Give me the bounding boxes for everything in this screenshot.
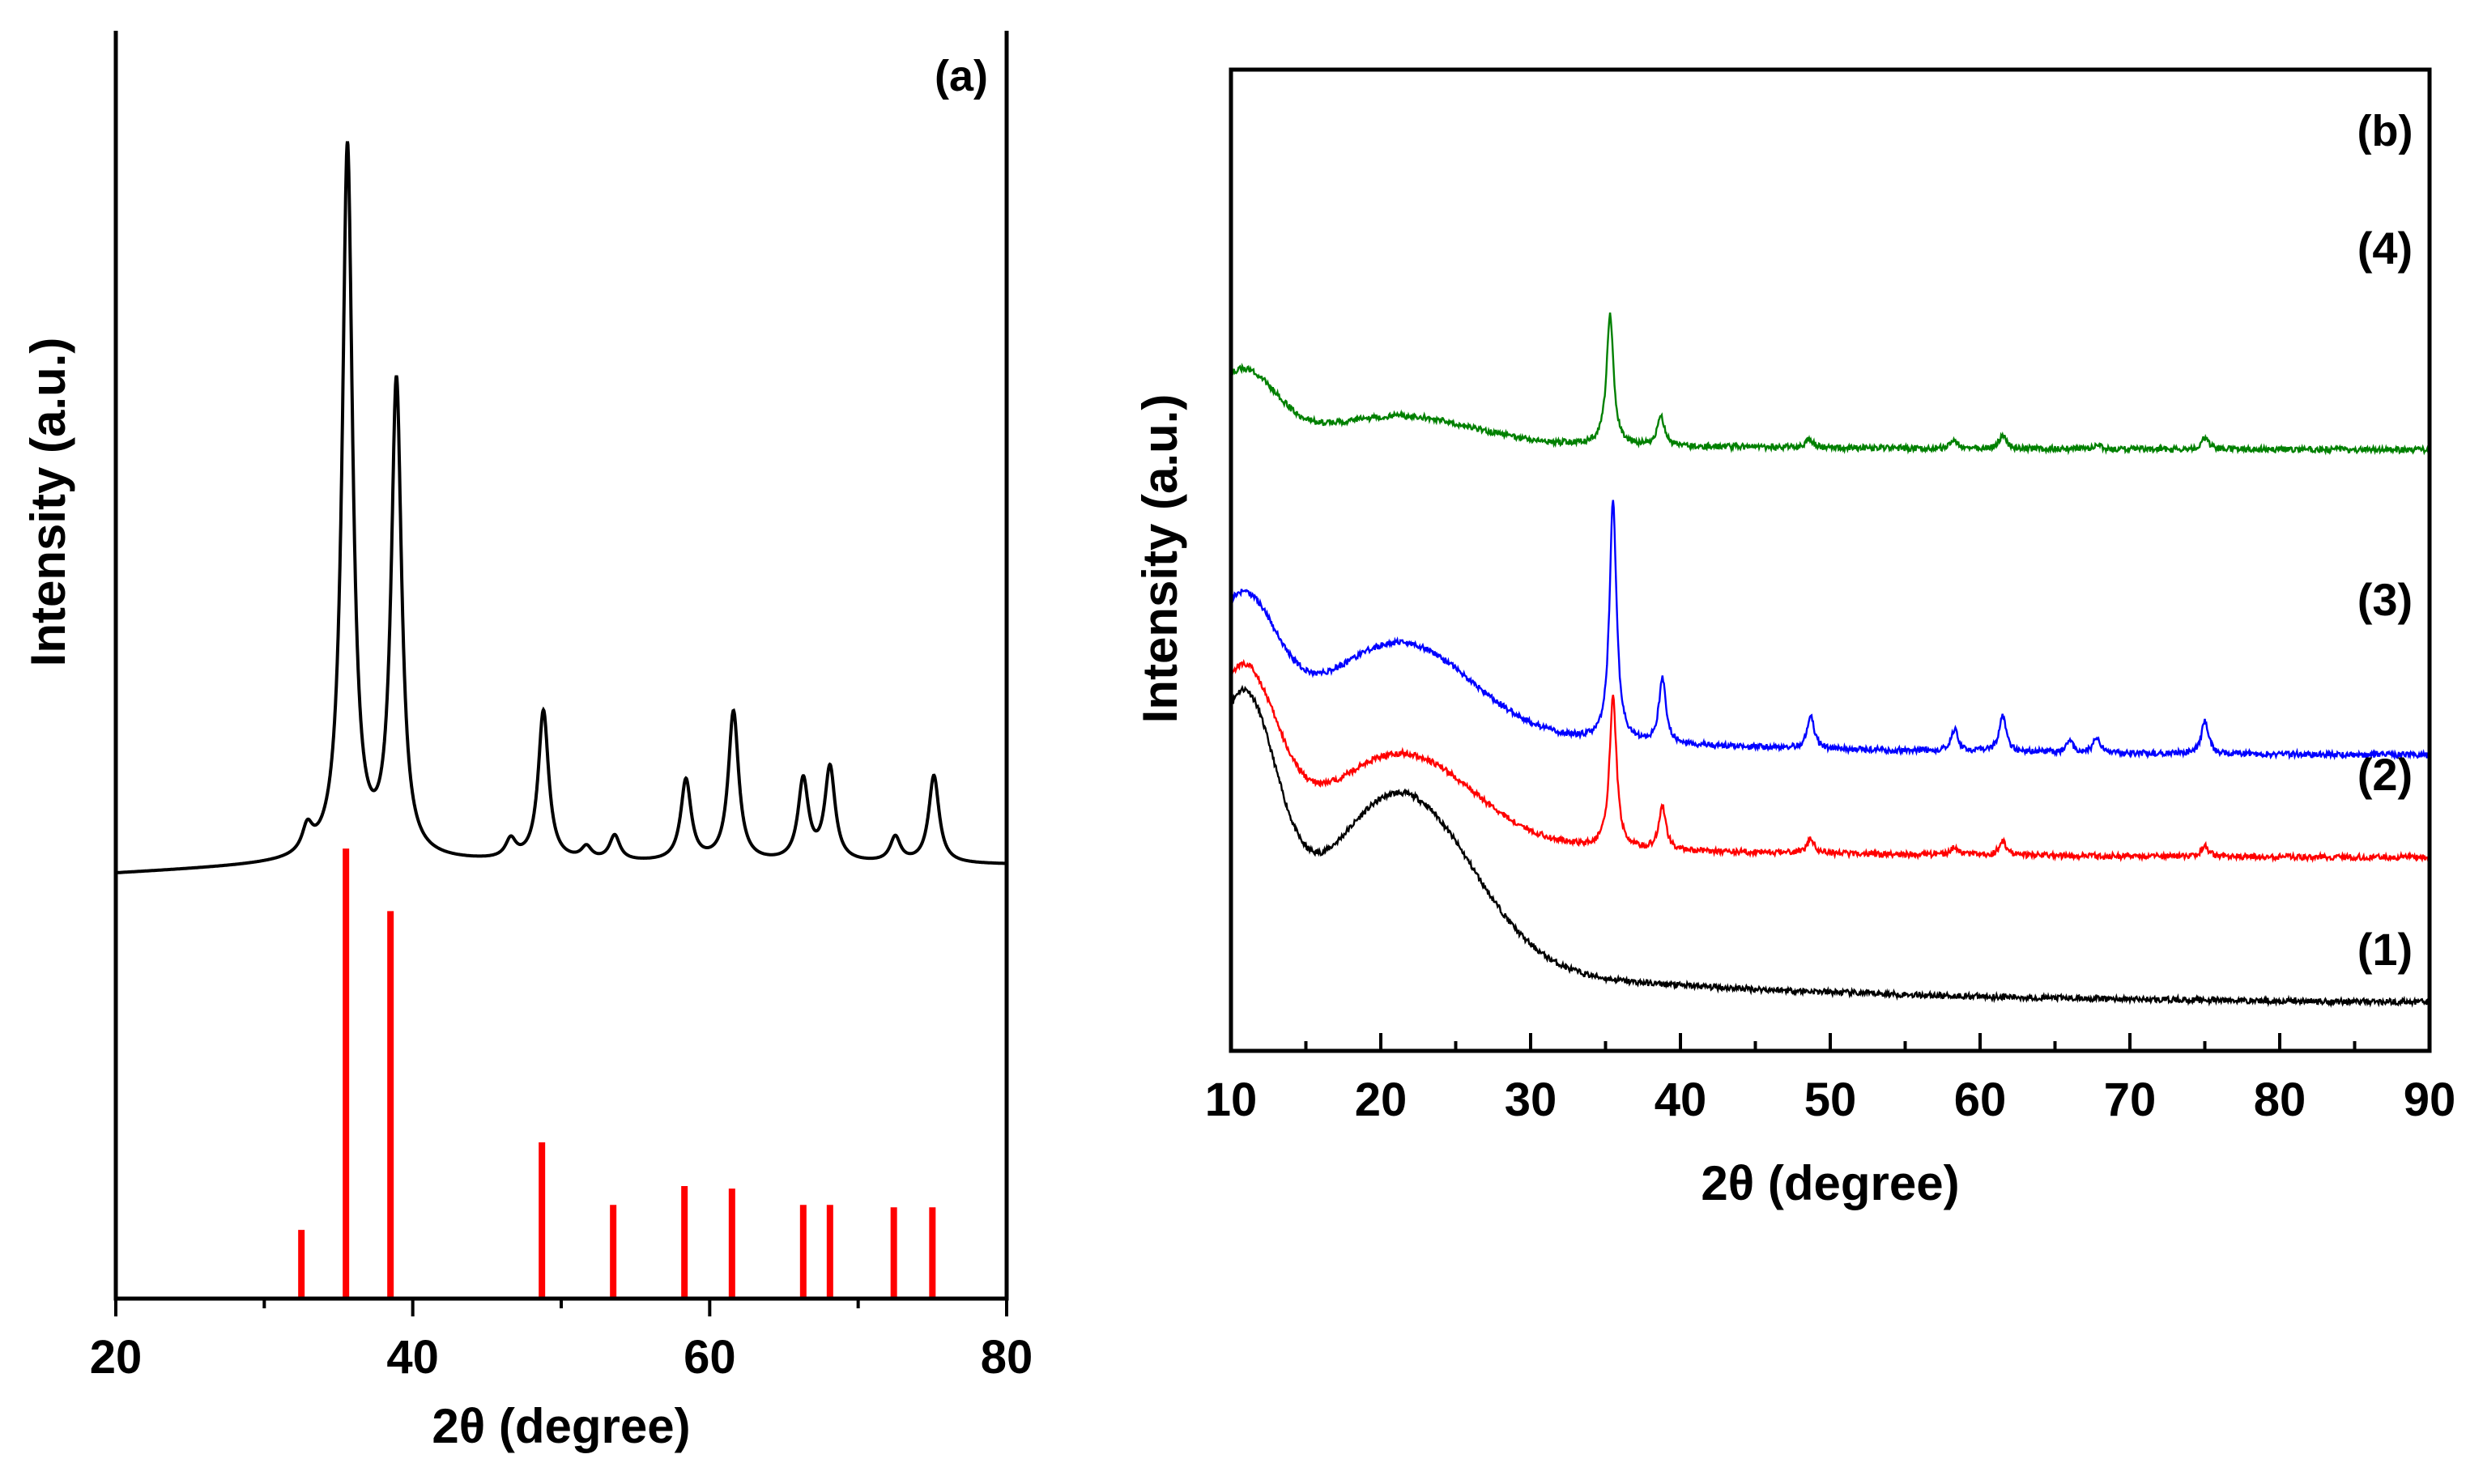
panel-b-x-ticks: 10 20 30 40 50 60 70 80 90	[1205, 1033, 2456, 1126]
panel-a-label: (a)	[935, 52, 988, 100]
series-label-3: (3)	[2357, 574, 2413, 625]
x-tick-label: 50	[1804, 1074, 1857, 1126]
x-tick-label: 40	[386, 1331, 439, 1384]
panel-a-y-axis-title: Intensity (a.u.)	[21, 338, 75, 667]
x-tick-label: 60	[684, 1331, 736, 1384]
x-tick-label: 30	[1505, 1074, 1557, 1126]
series-measured-line	[115, 141, 1007, 874]
panel-b-y-axis-title: Intensity (a.u.)	[1133, 394, 1187, 724]
x-tick-label: 60	[1954, 1074, 2007, 1126]
panel-a-x-ticks: 20 40 60 80	[90, 1299, 1033, 1384]
x-tick-label: 40	[1655, 1074, 1707, 1126]
panel-b-label: (b)	[2357, 107, 2413, 155]
x-tick-label: 80	[2254, 1074, 2306, 1126]
panel-b-axes	[1229, 67, 2432, 1053]
x-tick-label: 20	[90, 1331, 143, 1384]
panel-b-x-axis-title: 2θ (degree)	[1701, 1156, 1959, 1210]
panel-a-axes	[113, 31, 1009, 1301]
panel-b-curves	[1229, 312, 2431, 1008]
x-tick-label: 80	[981, 1331, 1033, 1384]
x-tick-label: 90	[2404, 1074, 2456, 1126]
series-line-1	[1229, 684, 2430, 1008]
series-label-4: (4)	[2357, 223, 2413, 274]
panel-a: 20 40 60 80 (a) 2θ (degree) Intensity (a.u.…	[21, 31, 1033, 1453]
panel-a-reference-sticks	[298, 848, 936, 1299]
series-line-3	[1229, 500, 2431, 761]
panel-a-curves	[115, 141, 1007, 874]
panel-b: 10 20 30 40 50 60 70 80 90 (b) (4) (3) (2) (1) 2…	[1133, 67, 2456, 1210]
series-label-1: (1)	[2357, 924, 2413, 975]
series-label-2: (2)	[2357, 749, 2413, 800]
series-line-2	[1229, 658, 2431, 864]
series-line-4	[1229, 312, 2430, 456]
x-tick-label: 10	[1205, 1074, 1258, 1126]
panel-a-x-axis-title: 2θ (degree)	[432, 1399, 690, 1453]
x-tick-label: 70	[2104, 1074, 2157, 1126]
x-tick-label: 20	[1355, 1074, 1408, 1126]
